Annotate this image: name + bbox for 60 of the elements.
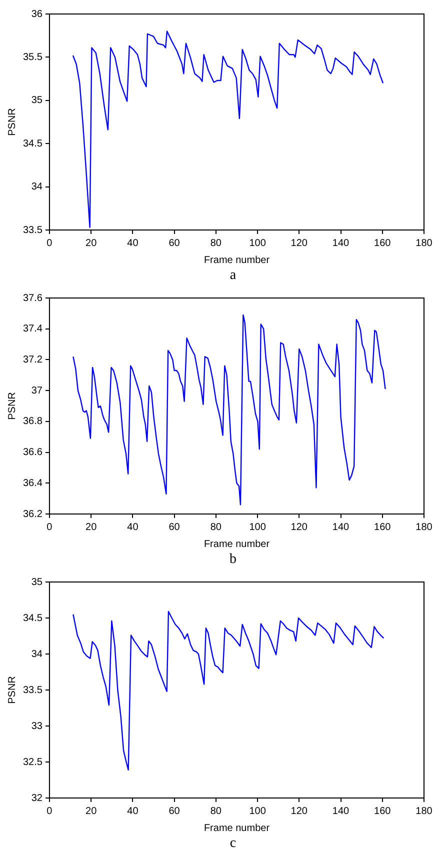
x-tick-label: 140 [332, 806, 350, 817]
y-tick-label: 37.2 [22, 354, 43, 366]
x-tick-label: 120 [290, 806, 308, 817]
x-tick-label: 40 [127, 238, 139, 249]
x-tick-label: 160 [374, 806, 392, 817]
y-axis-title: PSNR [6, 392, 18, 420]
x-tick-label: 100 [249, 238, 266, 249]
x-tick-label: 80 [210, 806, 222, 817]
y-tick-label: 33 [31, 720, 43, 732]
text: c [228, 836, 238, 852]
x-tick-label: 160 [374, 522, 392, 533]
x-tick-label: 0 [46, 806, 53, 817]
y-tick-label: 34.5 [22, 138, 43, 150]
y-tick-label: 36.6 [22, 447, 43, 458]
x-tick-label: 60 [168, 806, 180, 817]
x-tick-label: 100 [249, 806, 266, 817]
y-axis-title: PSNR [6, 108, 18, 136]
x-tick-label: 120 [290, 522, 308, 533]
y-tick-label: 36.2 [22, 508, 43, 520]
y-tick-label: 35.5 [22, 52, 43, 63]
x-tick-label: 60 [168, 522, 180, 533]
y-tick-label: 33.5 [22, 684, 43, 696]
x-tick-label: 80 [210, 238, 222, 249]
y-tick-label: 33.5 [22, 224, 43, 236]
x-axis-title: Frame number [204, 822, 270, 834]
y-tick-label: 34 [31, 648, 43, 660]
x-tick-label: 80 [210, 522, 222, 533]
x-tick-label: 140 [332, 522, 350, 533]
x-axis-title: Frame number [204, 538, 270, 550]
x-tick-label: 120 [290, 238, 308, 249]
y-tick-label: 37 [31, 385, 43, 396]
x-tick-label: 20 [86, 806, 98, 817]
x-tick-label: 40 [127, 806, 139, 817]
y-tick-label: 34 [31, 182, 43, 193]
y-tick-label: 36.4 [22, 478, 43, 489]
y-tick-label: 32.5 [22, 756, 43, 768]
x-axis-title: Frame number [204, 254, 270, 266]
x-tick-label: 180 [416, 522, 433, 533]
x-tick-label: 140 [332, 238, 350, 249]
x-tick-label: 0 [46, 238, 53, 249]
y-tick-label: 35 [31, 576, 43, 588]
text: b [228, 552, 238, 568]
x-tick-label: 100 [249, 522, 266, 533]
x-tick-label: 180 [416, 238, 433, 249]
y-axis-title: PSNR [6, 676, 18, 704]
x-tick-label: 20 [86, 238, 98, 249]
x-tick-label: 160 [374, 238, 392, 249]
x-tick-label: 180 [416, 806, 433, 817]
y-tick-label: 37.6 [22, 292, 43, 304]
y-tick-label: 36.8 [22, 416, 43, 428]
y-tick-label: 34.5 [22, 612, 43, 624]
text: a [228, 268, 238, 284]
y-tick-label: 35 [31, 95, 43, 106]
x-tick-label: 40 [127, 522, 139, 533]
x-tick-label: 60 [168, 238, 180, 249]
y-tick-label: 36 [31, 8, 43, 20]
x-tick-label: 20 [86, 522, 98, 533]
y-tick-label: 32 [31, 792, 43, 804]
y-tick-label: 37.4 [22, 324, 43, 335]
x-tick-label: 0 [46, 522, 53, 533]
